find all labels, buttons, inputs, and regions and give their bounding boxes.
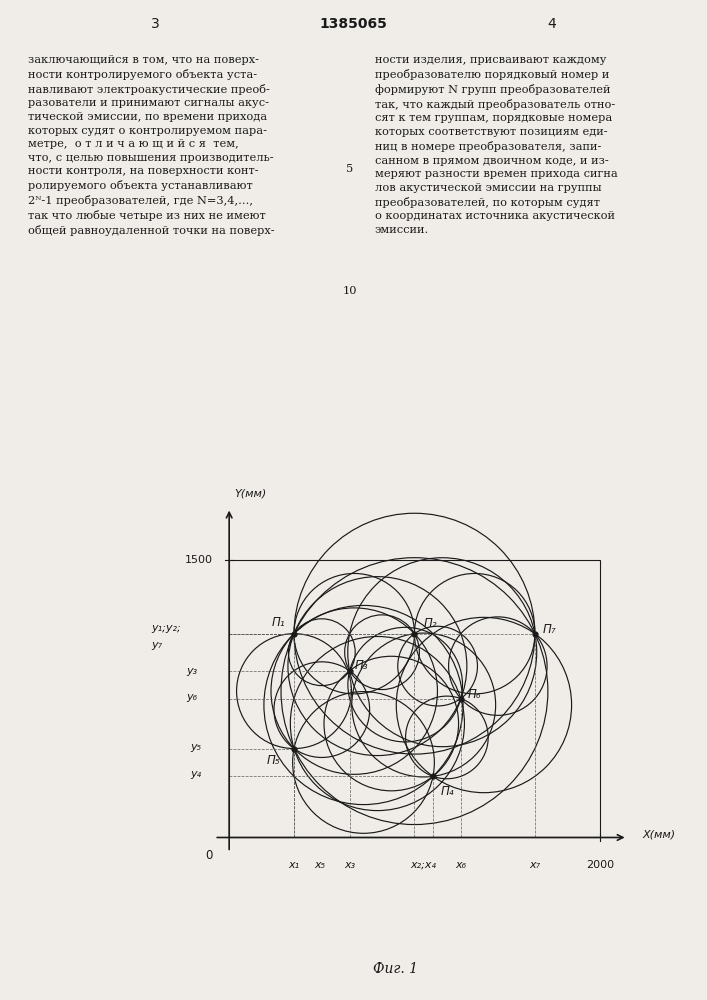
Text: x₁: x₁ <box>288 860 300 870</box>
Text: X(мм): X(мм) <box>643 830 675 840</box>
Text: y₄: y₄ <box>190 769 201 779</box>
Text: 1500: 1500 <box>185 555 213 565</box>
Text: заключающийся в том, что на поверх-
ности контролируемого объекта уста-
навливаю: заключающийся в том, что на поверх- ност… <box>28 55 275 236</box>
Text: y₁;y₂;: y₁;y₂; <box>151 623 181 633</box>
Text: П₆: П₆ <box>467 688 481 701</box>
Text: 10: 10 <box>343 286 357 296</box>
Text: П₅: П₅ <box>267 754 280 767</box>
Text: y₆: y₆ <box>187 692 198 702</box>
Text: y₇: y₇ <box>151 640 163 650</box>
Text: 0: 0 <box>205 849 213 862</box>
Text: П₁: П₁ <box>271 616 286 629</box>
Text: x₅: x₅ <box>315 860 325 870</box>
Text: П₃: П₃ <box>355 659 369 672</box>
Text: П₇: П₇ <box>542 623 556 636</box>
Text: 4: 4 <box>547 17 556 31</box>
Text: 1385065: 1385065 <box>320 17 387 31</box>
Text: Y(мм): Y(мм) <box>235 488 267 498</box>
Text: x₆: x₆ <box>455 860 467 870</box>
Text: x₇: x₇ <box>530 860 540 870</box>
Text: 3: 3 <box>151 17 160 31</box>
Text: П₄: П₄ <box>440 785 454 798</box>
Text: ности изделия, присваивают каждому
преобразователю порядковый номер и
формируют : ности изделия, присваивают каждому преоб… <box>375 55 617 235</box>
Text: 2000: 2000 <box>585 860 614 870</box>
Text: 5: 5 <box>346 164 354 174</box>
Text: x₃: x₃ <box>344 860 355 870</box>
Text: x₂;x₄: x₂;x₄ <box>411 860 437 870</box>
Text: Фиг. 1: Фиг. 1 <box>373 962 419 976</box>
Text: y₅: y₅ <box>190 742 201 752</box>
Text: П₂: П₂ <box>423 617 438 630</box>
Bar <box>229 560 600 837</box>
Text: y₃: y₃ <box>187 666 198 676</box>
